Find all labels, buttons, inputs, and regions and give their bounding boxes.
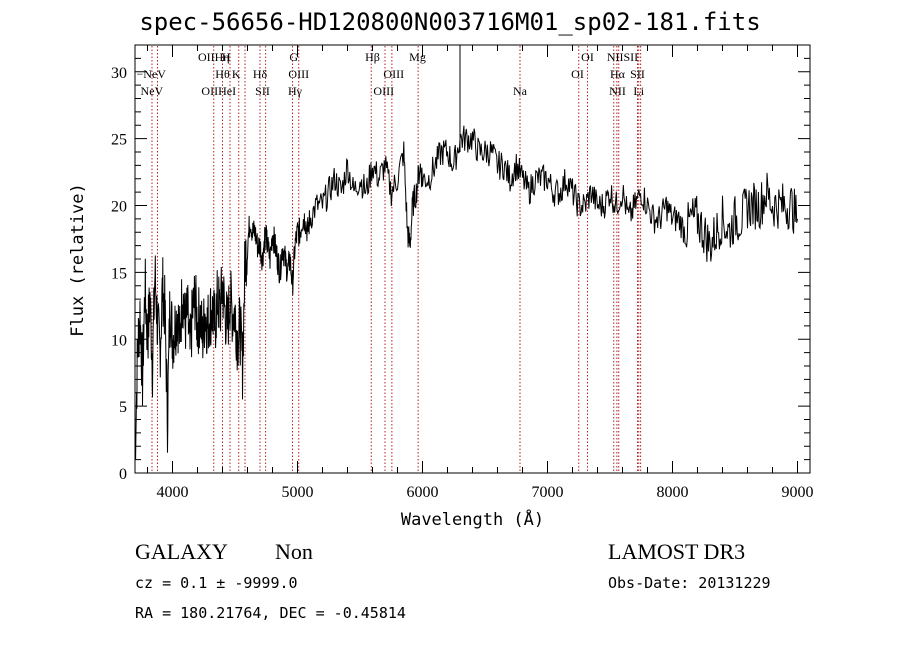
x-tick-label: 6000 <box>407 484 439 501</box>
spectral-line-label: −NeV <box>137 67 167 81</box>
spectral-line-label: Na <box>513 84 528 98</box>
object-subclass: Non <box>275 539 313 564</box>
y-tick-label: 10 <box>111 332 127 349</box>
spectral-line-label: OIIHη <box>198 50 230 64</box>
spectral-line-label: Hβ <box>365 50 380 64</box>
plot-frame <box>134 44 811 474</box>
x-tick-label: 7000 <box>532 484 564 501</box>
y-tick-label: 0 <box>119 466 127 483</box>
spectral-line-label: OIII <box>288 67 309 81</box>
spectral-line-label: SII <box>630 67 645 81</box>
redshift-readout: cz = 0.1 ± -9999.0 <box>135 574 298 592</box>
x-tick-label: 9000 <box>782 484 814 501</box>
survey-name: LAMOST DR3 <box>608 539 746 564</box>
spectral-line-label: OI <box>581 50 594 64</box>
y-tick-label: 25 <box>111 132 127 149</box>
y-axis-label: Flux (relative) <box>68 183 88 337</box>
spectrum-series-line <box>134 125 798 461</box>
y-tick-label: 30 <box>111 65 127 82</box>
spectral-line-label: NIISII <box>607 50 638 64</box>
spectral-line-label: NII <box>609 84 626 98</box>
x-tick-label: 4000 <box>157 484 189 501</box>
spectral-line-label: OIII <box>383 67 404 81</box>
spectral-line-label: K <box>232 67 241 81</box>
spectral-line-label: Mg <box>409 50 426 64</box>
spectral-line-label: Hγ <box>288 84 303 98</box>
spectral-line-label: OIII <box>373 84 394 98</box>
coordinates-readout: RA = 180.21764, DEC = -0.45814 <box>135 604 406 622</box>
chart-title: spec-56656-HD120800N003716M01_sp02-181.f… <box>139 8 761 36</box>
object-class: GALAXY <box>135 539 228 564</box>
x-tick-label: 5000 <box>282 484 314 501</box>
spectral-line-label: Li <box>633 84 644 98</box>
spectral-line-label: G <box>289 50 298 64</box>
y-tick-label: 20 <box>111 199 127 216</box>
spectral-line-label: H <box>222 50 231 64</box>
spectral-line-label: OIIHeI <box>201 84 236 98</box>
x-axis-label: Wavelength (Å) <box>400 510 545 530</box>
x-tick-label: 8000 <box>657 484 689 501</box>
y-tick-label: 15 <box>111 265 127 282</box>
spectral-line-label: SII <box>255 84 270 98</box>
spectral-line-label: Hθ <box>215 67 230 81</box>
spectral-line-label: NeV <box>141 84 164 98</box>
observation-date: Obs-Date: 20131229 <box>608 574 771 592</box>
spectral-line-label: Hδ <box>253 67 268 81</box>
y-tick-label: 5 <box>119 399 127 416</box>
spectral-line-label: Hα <box>610 67 626 81</box>
spectral-line-label: OI <box>571 67 584 81</box>
